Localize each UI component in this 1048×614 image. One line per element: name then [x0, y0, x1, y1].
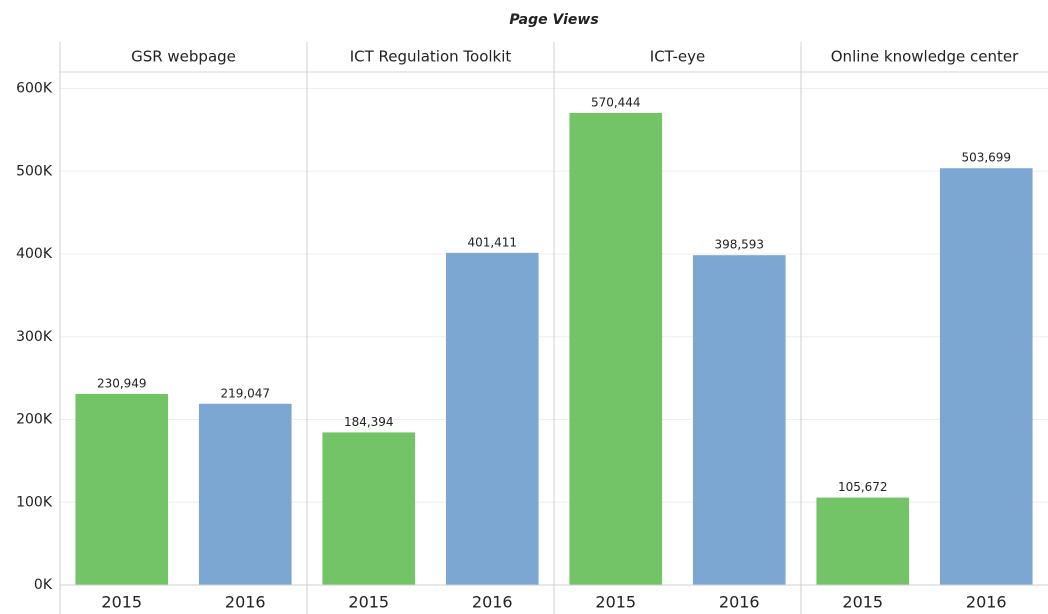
value-label: 105,672 — [838, 480, 888, 494]
bar — [445, 252, 539, 585]
x-tick-label: 2016 — [966, 593, 1007, 612]
chart-title: Page Views — [509, 12, 598, 28]
x-tick-label: 2016 — [225, 593, 266, 612]
x-tick-label: 2015 — [842, 593, 883, 612]
y-tick-label: 500K — [16, 163, 53, 179]
panel-header: Online knowledge center — [831, 48, 1019, 66]
value-label: 503,699 — [961, 151, 1011, 165]
x-tick-label: 2015 — [595, 593, 636, 612]
y-tick-label: 400K — [16, 246, 53, 262]
bar — [816, 497, 910, 585]
x-tick-label: 2015 — [348, 593, 389, 612]
value-label: 570,444 — [591, 96, 641, 110]
y-tick-label: 200K — [16, 412, 53, 428]
x-tick-label: 2016 — [472, 593, 513, 612]
y-tick-label: 600K — [16, 81, 53, 97]
bar — [939, 168, 1033, 585]
value-label: 398,593 — [714, 238, 764, 252]
bar — [569, 113, 663, 585]
bar — [198, 403, 292, 585]
x-tick-label: 2015 — [101, 593, 142, 612]
y-tick-label: 100K — [16, 494, 53, 510]
y-tick-label: 0K — [34, 577, 53, 593]
value-label: 219,047 — [220, 386, 270, 400]
bar — [692, 255, 786, 585]
value-label: 401,411 — [467, 235, 517, 249]
panel-header: ICT Regulation Toolkit — [350, 48, 512, 66]
panel-header: ICT-eye — [650, 48, 705, 66]
bar — [75, 393, 169, 585]
y-tick-label: 300K — [16, 329, 53, 345]
value-label: 230,949 — [97, 376, 147, 390]
x-tick-label: 2016 — [719, 593, 760, 612]
value-label: 184,394 — [344, 415, 394, 429]
panel-header: GSR webpage — [131, 48, 236, 66]
bar — [322, 432, 416, 585]
